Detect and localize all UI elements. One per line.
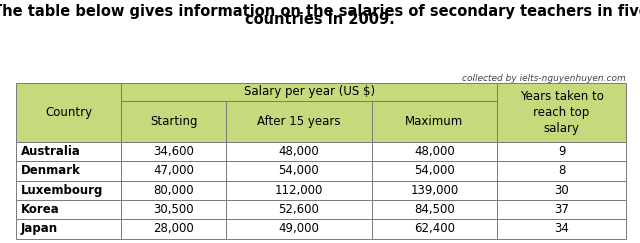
Bar — [121, 101, 226, 142]
Text: Australia: Australia — [21, 145, 81, 158]
Bar — [16, 142, 121, 161]
Bar — [372, 101, 497, 142]
Text: 139,000: 139,000 — [410, 184, 459, 197]
Bar — [497, 219, 626, 239]
Text: 37: 37 — [554, 203, 569, 216]
Bar — [121, 83, 497, 101]
Bar — [16, 83, 121, 142]
Text: Starting: Starting — [150, 115, 197, 128]
Bar — [16, 161, 121, 181]
Text: 28,000: 28,000 — [153, 222, 194, 235]
Text: collected by ielts-nguyenhuyen.com: collected by ielts-nguyenhuyen.com — [462, 74, 626, 83]
Bar — [372, 219, 497, 239]
Bar — [497, 181, 626, 200]
Text: 49,000: 49,000 — [278, 222, 319, 235]
Text: countries in 2009.: countries in 2009. — [245, 12, 395, 27]
Bar — [372, 142, 497, 161]
Text: Japan: Japan — [21, 222, 58, 235]
Bar — [121, 142, 226, 161]
Text: 54,000: 54,000 — [278, 165, 319, 177]
Bar — [497, 142, 626, 161]
Bar — [497, 161, 626, 181]
Text: 30: 30 — [554, 184, 569, 197]
Text: Years taken to
reach top
salary: Years taken to reach top salary — [520, 90, 604, 135]
Text: 84,500: 84,500 — [414, 203, 455, 216]
Bar — [226, 161, 372, 181]
Text: 48,000: 48,000 — [414, 145, 455, 158]
Bar — [226, 101, 372, 142]
Text: 48,000: 48,000 — [278, 145, 319, 158]
Text: 112,000: 112,000 — [275, 184, 323, 197]
Text: 30,500: 30,500 — [153, 203, 194, 216]
Bar — [16, 200, 121, 219]
Text: Denmark: Denmark — [21, 165, 81, 177]
Text: 47,000: 47,000 — [153, 165, 194, 177]
Bar — [372, 200, 497, 219]
Text: Country: Country — [45, 106, 92, 119]
Text: 34,600: 34,600 — [153, 145, 194, 158]
Text: 9: 9 — [558, 145, 565, 158]
Text: 8: 8 — [558, 165, 565, 177]
Bar — [121, 200, 226, 219]
Text: 52,600: 52,600 — [278, 203, 319, 216]
Bar — [16, 219, 121, 239]
Bar — [497, 200, 626, 219]
Bar — [121, 181, 226, 200]
Bar — [226, 142, 372, 161]
Text: 62,400: 62,400 — [414, 222, 455, 235]
Bar — [497, 83, 626, 142]
Text: After 15 years: After 15 years — [257, 115, 340, 128]
Text: 80,000: 80,000 — [153, 184, 194, 197]
Text: Korea: Korea — [21, 203, 60, 216]
Text: 34: 34 — [554, 222, 569, 235]
Bar — [16, 181, 121, 200]
Text: Luxembourg: Luxembourg — [21, 184, 104, 197]
Bar — [121, 161, 226, 181]
Bar — [226, 200, 372, 219]
Bar — [372, 181, 497, 200]
Bar — [226, 219, 372, 239]
Text: Salary per year (US $): Salary per year (US $) — [244, 85, 374, 98]
Text: 54,000: 54,000 — [414, 165, 455, 177]
Text: Maximum: Maximum — [405, 115, 463, 128]
Text: The table below gives information on the salaries of secondary teachers in five: The table below gives information on the… — [0, 4, 640, 19]
Bar — [226, 181, 372, 200]
Bar — [372, 161, 497, 181]
Bar — [121, 219, 226, 239]
